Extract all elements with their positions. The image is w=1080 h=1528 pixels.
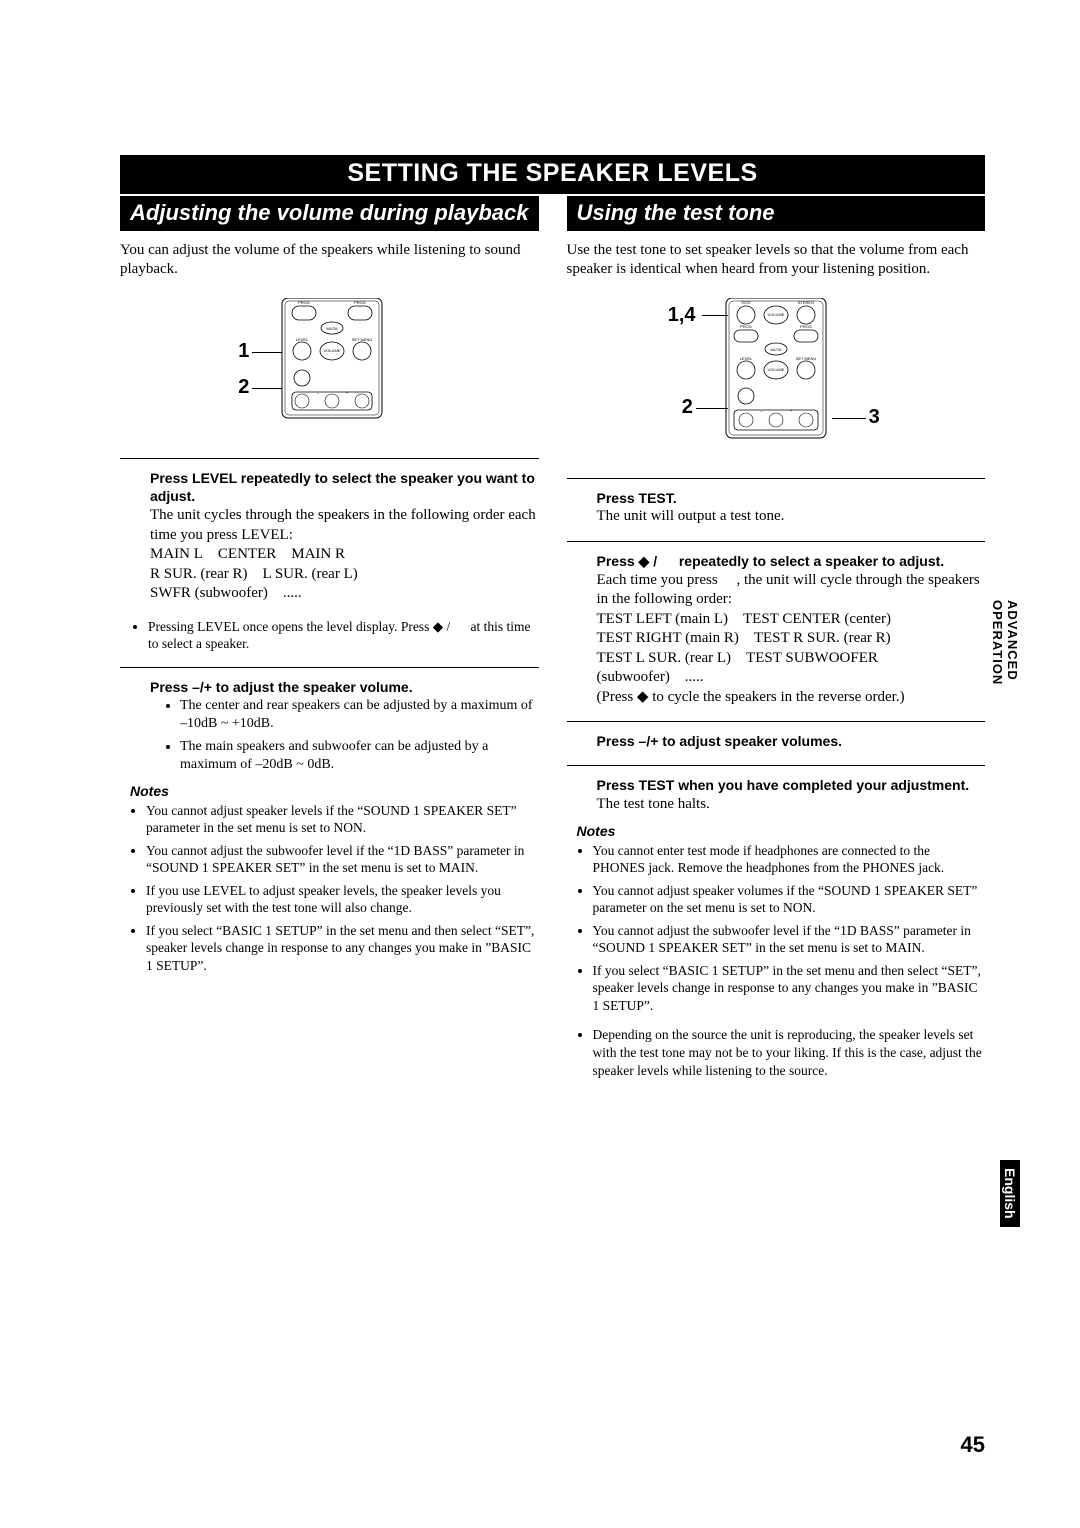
divider bbox=[567, 721, 986, 722]
right-notes-heading: Notes bbox=[577, 823, 986, 839]
step2-b1: The center and rear speakers can be adju… bbox=[180, 697, 539, 733]
svg-text:PROG: PROG bbox=[800, 324, 812, 329]
callout-2: 2 bbox=[238, 376, 249, 399]
right-step-1: Press TEST. The unit will output a test … bbox=[597, 489, 986, 527]
r-step4-body: The test tone halts. bbox=[597, 795, 986, 815]
r-step3-bold: Press –/+ to adjust speaker volumes. bbox=[597, 732, 986, 751]
divider bbox=[567, 765, 986, 766]
side-tab-advanced-operation: ADVANCEDOPERATION bbox=[990, 600, 1020, 685]
left-step-2: Press –/+ to adjust the speaker volume. … bbox=[150, 678, 539, 775]
svg-text:LEVEL: LEVEL bbox=[296, 337, 309, 342]
right-column: Using the test tone Use the test tone to… bbox=[567, 196, 986, 1084]
r-step1-bold: Press TEST. bbox=[597, 489, 986, 508]
two-column-layout: Adjusting the volume during playback You… bbox=[120, 196, 985, 1084]
svg-text:VOLUME: VOLUME bbox=[324, 348, 341, 353]
callout-3: 3 bbox=[869, 406, 880, 429]
left-notes-heading: Notes bbox=[130, 783, 539, 799]
callout-2-right: 2 bbox=[682, 396, 693, 419]
r-step2-seq2: TEST RIGHT (main R) TEST R SUR. (rear R) bbox=[597, 629, 986, 649]
right-intro-text: Use the test tone to set speaker levels … bbox=[567, 241, 986, 280]
step1-seq3: SWFR (subwoofer) ..... bbox=[150, 584, 539, 604]
r-step2-body1: Each time you press , the unit will cycl… bbox=[597, 571, 986, 610]
side-tab-english: English bbox=[1000, 1160, 1020, 1227]
svg-text:SET MENU: SET MENU bbox=[795, 356, 816, 361]
svg-text:MUTA: MUTA bbox=[770, 347, 781, 352]
svg-text:PROG: PROG bbox=[298, 300, 310, 305]
step1-bold: Press LEVEL repeatedly to select the spe… bbox=[150, 469, 539, 507]
left-section-header: Adjusting the volume during playback bbox=[120, 196, 539, 231]
step2-b2: The main speakers and subwoofer can be a… bbox=[180, 738, 539, 774]
r-step2-seq3: TEST L SUR. (rear L) TEST SUBWOOFER bbox=[597, 649, 986, 669]
page-number: 45 bbox=[961, 1432, 985, 1458]
r-step1-body: The unit will output a test tone. bbox=[597, 507, 986, 527]
svg-text:VOLUME: VOLUME bbox=[767, 367, 784, 372]
divider bbox=[567, 541, 986, 542]
left-note-3: If you use LEVEL to adjust speaker level… bbox=[146, 882, 539, 917]
right-note-5: Depending on the source the unit is repr… bbox=[593, 1026, 986, 1079]
svg-text:SET MENU: SET MENU bbox=[352, 337, 373, 342]
step1-body: The unit cycles through the speakers in … bbox=[150, 506, 539, 545]
left-note-2: You cannot adjust the subwoofer level if… bbox=[146, 842, 539, 877]
right-note-3: You cannot adjust the subwoofer level if… bbox=[593, 922, 986, 957]
callout-1: 1 bbox=[238, 340, 249, 363]
r-step2-seq4: (subwoofer) ..... bbox=[597, 668, 986, 688]
svg-text:LEVEL: LEVEL bbox=[740, 356, 753, 361]
step2-bold: Press –/+ to adjust the speaker volume. bbox=[150, 678, 539, 697]
left-step-1: Press LEVEL repeatedly to select the spe… bbox=[150, 469, 539, 604]
svg-text:PROG: PROG bbox=[354, 300, 366, 305]
svg-text:VOLUME: VOLUME bbox=[767, 312, 784, 317]
left-step1-sub: Pressing LEVEL once opens the level disp… bbox=[148, 618, 539, 653]
right-note-4: If you select “BASIC 1 SETUP” in the set… bbox=[593, 962, 986, 1015]
divider bbox=[567, 478, 986, 479]
left-column: Adjusting the volume during playback You… bbox=[120, 196, 539, 1084]
remote-diagram-right: TEST VOLUME STEREO PROG PROG MUTA LEVEL bbox=[676, 298, 876, 448]
r-step2-seq1: TEST LEFT (main L) TEST CENTER (center) bbox=[597, 610, 986, 630]
svg-text:STEREO: STEREO bbox=[798, 300, 814, 305]
left-note-4: If you select “BASIC 1 SETUP” in the set… bbox=[146, 922, 539, 975]
divider bbox=[120, 667, 539, 668]
chapter-title-bar: SETTING THE SPEAKER LEVELS bbox=[120, 155, 985, 194]
step1-seq1: MAIN L CENTER MAIN R bbox=[150, 545, 539, 565]
right-note-2: You cannot adjust speaker volumes if the… bbox=[593, 882, 986, 917]
right-section-header: Using the test tone bbox=[567, 196, 986, 231]
callout-1-4: 1,4 bbox=[668, 304, 696, 327]
svg-text:TEST: TEST bbox=[741, 300, 752, 305]
right-step-2: Press ◆ / repeatedly to select a speaker… bbox=[597, 552, 986, 707]
right-remote-figure: 1,4 2 3 TEST VOLUME STEREO bbox=[567, 298, 986, 448]
left-note-1: You cannot adjust speaker levels if the … bbox=[146, 802, 539, 837]
step1-seq2: R SUR. (rear R) L SUR. (rear L) bbox=[150, 565, 539, 585]
svg-text:PROG: PROG bbox=[740, 324, 752, 329]
right-note-1: You cannot enter test mode if headphones… bbox=[593, 842, 986, 877]
r-step2-bold: Press ◆ / repeatedly to select a speaker… bbox=[597, 552, 986, 571]
left-remote-figure: 1 2 PROG PROG MUTA LEVEL bbox=[120, 298, 539, 428]
r-step4-bold: Press TEST when you have completed your … bbox=[597, 776, 986, 795]
svg-text:MUTA: MUTA bbox=[327, 326, 338, 331]
r-step2-tail: (Press ◆ to cycle the speakers in the re… bbox=[597, 688, 986, 708]
right-step-3: Press –/+ to adjust speaker volumes. bbox=[597, 732, 986, 751]
divider bbox=[120, 458, 539, 459]
left-intro-text: You can adjust the volume of the speaker… bbox=[120, 241, 539, 280]
remote-diagram-left: PROG PROG MUTA LEVEL VOLUME SET MENU bbox=[244, 298, 414, 428]
right-step-4: Press TEST when you have completed your … bbox=[597, 776, 986, 814]
